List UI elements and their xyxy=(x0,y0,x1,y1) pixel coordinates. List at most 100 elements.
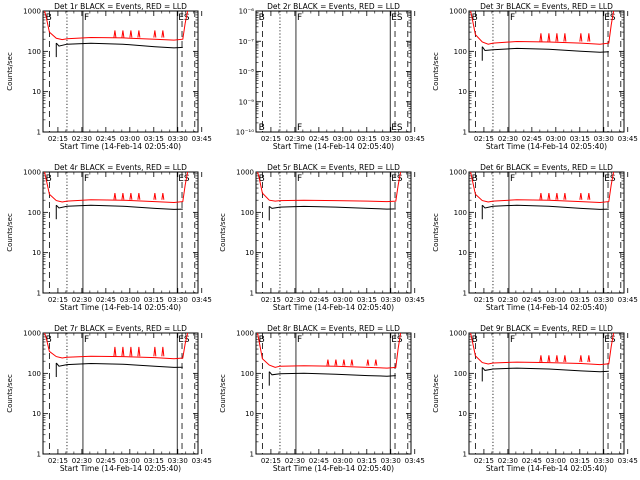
y-tick-label: 10 xyxy=(32,249,41,257)
x-tick-label: 02:30 xyxy=(72,135,92,143)
time-marker-label: B xyxy=(259,13,265,23)
x-tick-label: 03:15 xyxy=(570,457,590,465)
y-tick-label: 10⁻⁷ xyxy=(239,38,255,46)
x-axis-label: Start Time (14-Feb-14 02:05:40) xyxy=(273,142,394,151)
x-tick-label: 03:15 xyxy=(357,457,377,465)
lld-series-line xyxy=(257,172,402,203)
y-tick-label: 10 xyxy=(458,249,467,257)
time-marker-label: ES xyxy=(604,13,616,23)
lld-spike xyxy=(129,346,133,357)
x-tick-label: 02:45 xyxy=(96,135,116,143)
x-axis-label: Start Time (14-Feb-14 02:05:40) xyxy=(273,464,394,473)
time-marker-label: F xyxy=(84,174,89,184)
x-tick-label: 03:30 xyxy=(381,135,401,143)
lld-spike xyxy=(161,30,165,38)
y-tick-label: 1000 xyxy=(236,330,254,338)
x-tick-label: 02:15 xyxy=(474,296,494,304)
x-tick-label: 02:15 xyxy=(48,457,68,465)
time-marker-label: F xyxy=(510,174,515,184)
y-tick-label: 100 xyxy=(28,370,41,378)
time-marker-label: F xyxy=(297,174,302,184)
x-tick-label: 03:45 xyxy=(618,457,638,465)
y-tick-label: 10⁻⁶ xyxy=(239,8,255,16)
y-tick-label: 1 xyxy=(463,129,467,137)
x-tick-label: 03:00 xyxy=(120,457,140,465)
x-axis-label: Start Time (14-Feb-14 02:05:40) xyxy=(60,142,181,151)
time-marker-label: ES xyxy=(391,335,403,345)
events-series-line xyxy=(268,371,396,377)
x-tick-label: 03:45 xyxy=(618,296,638,304)
x-tick-label: 02:15 xyxy=(48,296,68,304)
lld-spike xyxy=(547,355,551,363)
lld-spike xyxy=(366,359,370,366)
time-marker-label: ES xyxy=(604,335,616,345)
x-tick-label: 02:30 xyxy=(498,135,518,143)
x-tick-label: 03:00 xyxy=(546,296,566,304)
lld-spike xyxy=(113,30,117,38)
panel-title: Det 3r BLACK = Events, RED = LLD xyxy=(480,2,613,11)
lld-spike xyxy=(539,33,543,42)
lld-spike xyxy=(587,355,591,363)
lld-spike xyxy=(334,359,338,366)
lld-spike xyxy=(121,193,125,200)
x-tick-label: 03:15 xyxy=(570,135,590,143)
panel-title: Det 8r BLACK = Events, RED = LLD xyxy=(267,324,400,333)
panel-title: Det 5r BLACK = Events, RED = LLD xyxy=(267,163,400,172)
x-tick-label: 03:15 xyxy=(144,457,164,465)
x-tick-label: 03:15 xyxy=(570,296,590,304)
time-marker-label: B xyxy=(259,174,265,184)
x-tick-label: 02:45 xyxy=(96,457,116,465)
y-tick-label: 1 xyxy=(37,451,41,459)
lld-spike xyxy=(555,193,559,200)
time-marker-label: B xyxy=(472,174,478,184)
x-tick-label: 02:15 xyxy=(474,457,494,465)
plot-frame xyxy=(255,171,412,294)
lld-spike xyxy=(563,355,567,363)
x-tick-label: 03:00 xyxy=(120,296,140,304)
lld-spike xyxy=(547,33,551,42)
x-tick-label: 03:30 xyxy=(594,135,614,143)
lld-spike xyxy=(121,346,125,357)
y-tick-label: 10 xyxy=(32,88,41,96)
plot-frame xyxy=(255,332,412,455)
x-tick-label: 03:15 xyxy=(357,135,377,143)
lld-spike xyxy=(137,193,141,200)
y-tick-label: 10 xyxy=(32,410,41,418)
x-axis-label: Start Time (14-Feb-14 02:05:40) xyxy=(60,464,181,473)
lld-spike xyxy=(153,30,157,38)
y-tick-label: 1000 xyxy=(23,330,41,338)
detector-panel: Det 9r BLACK = Events, RED = LLD 1 10 100 10… xyxy=(432,324,638,473)
panel-title: Det 6r BLACK = Events, RED = LLD xyxy=(480,163,613,172)
y-tick-label: 10⁻¹⁰ xyxy=(236,129,254,137)
lld-spike xyxy=(153,346,157,357)
detector-panel: Det 7r BLACK = Events, RED = LLD 1 10 100 10… xyxy=(6,324,212,473)
detector-panel: Det 1r BLACK = Events, RED = LLD 1 10 100 10… xyxy=(6,2,212,151)
x-axis-label: Start Time (14-Feb-14 02:05:40) xyxy=(486,303,607,312)
y-axis-label: Counts/sec xyxy=(6,52,14,91)
y-tick-label: 1000 xyxy=(449,8,467,16)
y-tick-label: 100 xyxy=(28,209,41,217)
plot-frame xyxy=(468,332,625,455)
x-tick-label: 02:30 xyxy=(285,457,305,465)
x-tick-label: 03:45 xyxy=(192,135,212,143)
y-axis-label: Counts/sec xyxy=(6,374,14,413)
lld-spike xyxy=(161,193,165,200)
events-series-line xyxy=(269,205,396,210)
x-axis-label: Start Time (14-Feb-14 02:05:40) xyxy=(60,303,181,312)
time-marker-label: ES xyxy=(391,13,403,23)
y-tick-label: 10 xyxy=(458,410,467,418)
plot-frame xyxy=(42,332,199,455)
lld-spike xyxy=(137,346,141,357)
time-marker-label: ES xyxy=(178,174,190,184)
x-tick-label: 03:30 xyxy=(594,457,614,465)
x-tick-label: 03:15 xyxy=(144,135,164,143)
lld-spike xyxy=(555,33,559,42)
y-tick-label: 10 xyxy=(245,410,254,418)
y-tick-label: 10 xyxy=(245,249,254,257)
detector-panel: Det 8r BLACK = Events, RED = LLD 1 10 100 10… xyxy=(219,324,425,473)
plot-frame xyxy=(468,171,625,294)
panel-title: Det 4r BLACK = Events, RED = LLD xyxy=(54,163,187,172)
lld-spike xyxy=(539,355,543,363)
x-tick-label: 03:15 xyxy=(357,296,377,304)
y-tick-label: 100 xyxy=(454,48,467,56)
